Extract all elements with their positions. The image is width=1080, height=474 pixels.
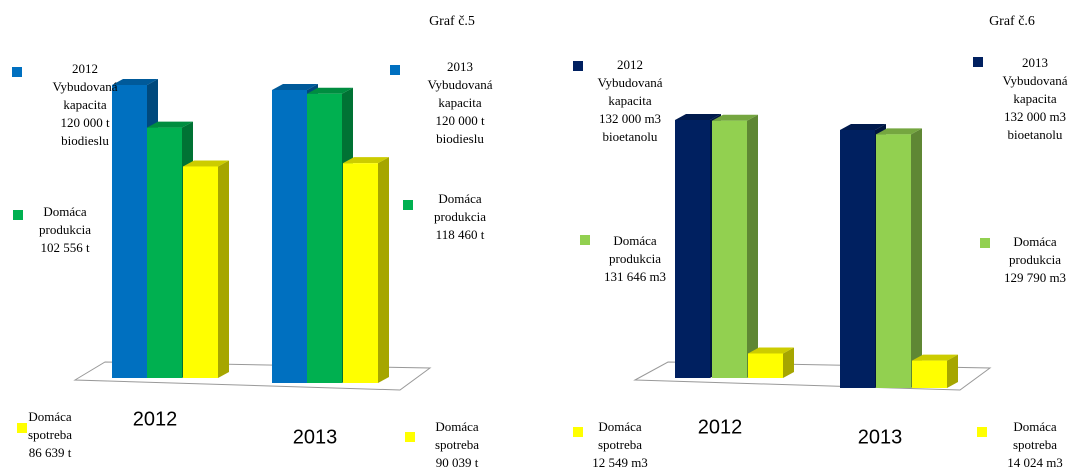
legend-marker — [17, 423, 27, 433]
annotation-name: Domáca produkcia — [609, 233, 661, 266]
bar-top — [748, 347, 794, 354]
annotation-year: 2013 — [1022, 55, 1048, 70]
bar — [307, 93, 342, 384]
annotation-value: 12 549 m3 — [592, 455, 648, 470]
annotation-name: Domáca spotreba — [1013, 419, 1057, 452]
annotation-value: 14 024 m3 — [1007, 455, 1063, 470]
annotation-name: Domáca produkcia — [434, 191, 486, 224]
annotation-value: 131 646 m3 — [604, 269, 666, 284]
annotation-name: Domáca spotreba — [435, 419, 479, 452]
annotation-name: Domáca spotreba — [28, 409, 72, 442]
bar-top — [912, 354, 958, 361]
annotation-value: 86 639 t — [29, 445, 72, 460]
bar — [912, 360, 947, 388]
legend-marker — [580, 235, 590, 245]
annotation-name: Vybudovaná kapacita — [428, 77, 493, 110]
chart-title: Graf č.5 — [429, 14, 475, 29]
bar — [675, 120, 710, 378]
bar — [183, 166, 218, 378]
bar-side — [218, 160, 229, 378]
bar-top — [307, 87, 353, 94]
bar-top — [147, 121, 193, 128]
annotation-value: 120 000 t — [60, 115, 110, 130]
legend-marker — [12, 67, 22, 77]
annotation-name: Domáca produkcia — [39, 204, 91, 237]
bar-top — [112, 79, 158, 85]
annotation-value: 132 000 m3 — [599, 111, 661, 126]
bar-top — [840, 124, 886, 130]
annotation-value: 132 000 m3 — [1004, 109, 1066, 124]
annotation-name: Vybudovaná kapacita — [1003, 73, 1068, 106]
legend-marker — [390, 65, 400, 75]
bar — [147, 127, 182, 378]
annotation-name: Vybudovaná kapacita — [53, 79, 118, 112]
bar — [712, 120, 747, 379]
annotation-value: 120 000 t — [435, 113, 485, 128]
category-label: 2013 — [858, 426, 903, 448]
legend-marker — [980, 238, 990, 248]
category-label: 2012 — [133, 408, 178, 430]
bar-side — [378, 157, 389, 383]
bar-top — [343, 157, 389, 164]
bar-side — [783, 347, 794, 378]
annotation-note: biodieslu — [436, 131, 484, 146]
category-label: 2012 — [698, 416, 743, 438]
annotation-name: Domáca produkcia — [1009, 234, 1061, 267]
bar-top — [183, 160, 229, 167]
chart-title: Graf č.6 — [989, 14, 1035, 29]
bar — [272, 90, 307, 383]
annotation-value: 90 039 t — [436, 455, 479, 470]
annotation-value: 118 460 t — [436, 227, 485, 242]
legend-marker — [403, 200, 413, 210]
legend-marker — [405, 432, 415, 442]
bar — [112, 85, 147, 378]
annotation-year: 2012 — [617, 57, 643, 72]
annotation-note: bioetanolu — [603, 129, 658, 144]
bar-top — [272, 84, 318, 90]
legend-marker — [977, 427, 987, 437]
bar — [343, 163, 378, 383]
legend-marker — [973, 57, 983, 67]
bar-top — [712, 114, 758, 121]
bar-side — [747, 114, 758, 379]
annotation-note: bioetanolu — [1008, 127, 1063, 142]
bar — [840, 130, 875, 388]
legend-marker — [573, 427, 583, 437]
annotation-name: Domáca spotreba — [598, 419, 642, 452]
bar-side — [911, 128, 922, 388]
annotation-value: 129 790 m3 — [1004, 270, 1066, 285]
bar — [876, 134, 911, 388]
category-label: 2013 — [293, 426, 338, 448]
bar-top — [876, 128, 922, 135]
annotation-value: 102 556 t — [40, 240, 90, 255]
annotation-year: 2013 — [447, 59, 473, 74]
bar-top — [675, 114, 721, 120]
bar — [748, 353, 783, 378]
annotation-name: Vybudovaná kapacita — [598, 75, 663, 108]
legend-marker — [13, 210, 23, 220]
legend-marker — [573, 61, 583, 71]
annotation-note: biodieslu — [61, 133, 109, 148]
annotation-year: 2012 — [72, 61, 98, 76]
bar-side — [947, 354, 958, 388]
